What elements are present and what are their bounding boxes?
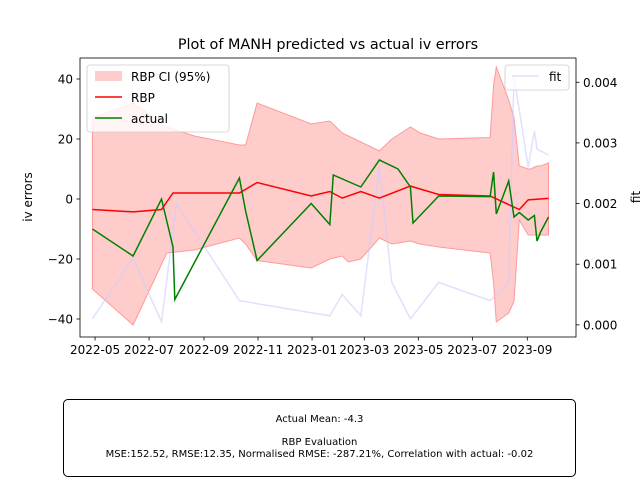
plot-frame bbox=[79, 57, 577, 338]
rbp-line bbox=[92, 181, 549, 213]
y-tick-label: −20 bbox=[48, 253, 73, 267]
evaluation-title: RBP Evaluation bbox=[281, 437, 358, 448]
y-tick-label: −40 bbox=[48, 313, 73, 327]
actual-line bbox=[91, 159, 550, 303]
y2-tick-label: 0.001 bbox=[583, 258, 617, 272]
y2-tick-label: 0.000 bbox=[583, 318, 617, 332]
legend-right: fit bbox=[504, 64, 570, 91]
y-axis-label: iv errors bbox=[21, 172, 35, 222]
x-tick-label: 2022-07 bbox=[124, 343, 174, 357]
x-tick-label: 2022-11 bbox=[233, 343, 283, 357]
ci-band bbox=[91, 65, 549, 326]
legend-left: RBP CI (95%) RBP actual bbox=[86, 64, 230, 133]
x-tick-label: 2023-09 bbox=[502, 343, 552, 357]
legend-swatch-ci bbox=[95, 71, 122, 81]
y-axis-right-ticks: 0.000 0.001 0.002 0.003 0.004 bbox=[576, 76, 617, 332]
x-tick-label: 2023-03 bbox=[339, 343, 389, 357]
y-tick-label: 0 bbox=[65, 193, 73, 207]
evaluation-stats-box: Actual Mean: -4.3 RBP Evaluation MSE:152… bbox=[63, 399, 576, 477]
actual-mean-text: Actual Mean: -4.3 bbox=[275, 414, 364, 425]
legend-label-fit: fit bbox=[549, 70, 562, 84]
x-axis-ticks: 2022-05 2022-07 2022-09 2022-11 2023-01 2023-… bbox=[70, 337, 552, 357]
y2-tick-label: 0.002 bbox=[583, 197, 617, 211]
fit-line bbox=[91, 76, 549, 325]
y-tick-label: 20 bbox=[58, 133, 73, 147]
legend-label-actual: actual bbox=[131, 112, 168, 126]
x-tick-label: 2022-05 bbox=[70, 343, 120, 357]
x-tick-label: 2023-05 bbox=[393, 343, 443, 357]
x-tick-label: 2022-09 bbox=[179, 343, 229, 357]
evaluation-metrics: MSE:152.52, RMSE:12.35, Normalised RMSE:… bbox=[105, 449, 534, 460]
y2-tick-label: 0.003 bbox=[583, 136, 617, 150]
legend-label-rbp: RBP bbox=[131, 91, 155, 105]
chart-title: Plot of MANH predicted vs actual iv erro… bbox=[178, 37, 478, 53]
x-tick-label: 2023-01 bbox=[287, 343, 337, 357]
y-tick-label: 40 bbox=[58, 73, 73, 87]
y2-tick-label: 0.004 bbox=[583, 76, 617, 90]
y-axis-left-ticks: −40 −20 0 20 40 bbox=[48, 73, 80, 327]
y-axis-right-label: fit bbox=[629, 191, 640, 204]
x-tick-label: 2023-07 bbox=[447, 343, 497, 357]
legend-label-ci: RBP CI (95%) bbox=[131, 70, 210, 84]
